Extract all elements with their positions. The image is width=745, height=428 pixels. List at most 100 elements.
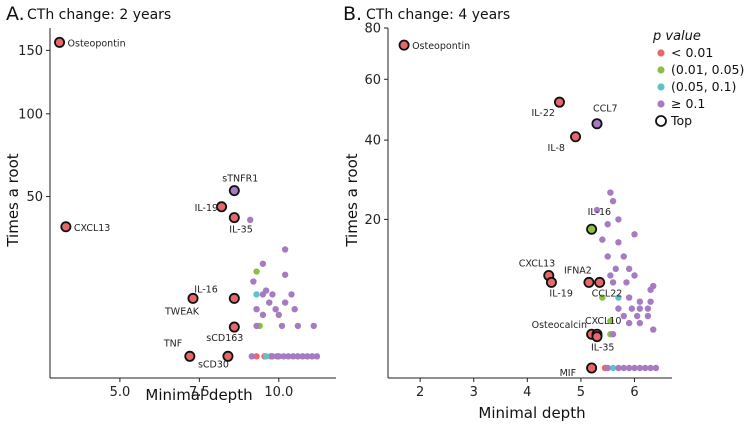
- data-point: [269, 291, 276, 298]
- data-point: [636, 319, 644, 327]
- data-point: [253, 353, 260, 360]
- top-point: [187, 292, 199, 304]
- data-point: [294, 353, 302, 360]
- point-label: IL-35: [591, 343, 614, 354]
- legend-label: (0.01, 0.05): [671, 62, 744, 77]
- data-point: [294, 322, 302, 330]
- data-point: [259, 260, 267, 267]
- data-point: [631, 272, 638, 279]
- data-point: [615, 364, 622, 372]
- data-point: [281, 271, 289, 278]
- top-point: [228, 292, 240, 304]
- point-label: Osteopontin: [68, 38, 126, 49]
- data-point: [644, 312, 652, 320]
- top-point: [594, 276, 606, 288]
- data-point: [644, 305, 652, 312]
- data-point: [253, 291, 260, 298]
- data-point: [609, 364, 617, 372]
- data-point: [604, 253, 611, 260]
- point-label: TWEAK: [164, 306, 200, 317]
- point-label: IL-19: [549, 288, 572, 299]
- data-point: [636, 298, 644, 305]
- x-tick-label: 6: [630, 385, 638, 400]
- data-point: [599, 236, 606, 243]
- top-point: [54, 36, 66, 48]
- point-label: IL-22: [531, 108, 554, 119]
- point-label: MIF: [560, 368, 576, 379]
- point-label: CCL22: [592, 288, 623, 299]
- data-point: [607, 189, 614, 196]
- data-point: [609, 197, 617, 205]
- legend: p value < 0.01 (0.01, 0.05) (0.05, 0.1) ≥ 0…: [652, 29, 744, 128]
- data-point: [247, 216, 254, 224]
- panel-a: A. CTh change: 2 years 5.0 7.5 10.0 50 100 15…: [4, 3, 336, 404]
- data-point: [280, 353, 287, 360]
- data-point: [625, 364, 633, 372]
- data-point: [289, 353, 297, 360]
- point-label: CXCL13: [519, 258, 555, 269]
- data-point: [625, 294, 633, 301]
- x-tick-label: 3: [470, 385, 478, 400]
- top-point: [184, 350, 196, 362]
- panel-b-y-label: Times a root: [343, 153, 361, 247]
- top-point: [216, 201, 228, 213]
- point-label: IL-8: [548, 143, 565, 154]
- x-tick-label: 7.5: [189, 385, 210, 400]
- data-point: [272, 305, 279, 313]
- x-tick-label: 4: [523, 385, 531, 400]
- panel-b-x-label: Minimal depth: [478, 404, 585, 422]
- point-label: sTNFR1: [222, 174, 258, 185]
- data-point: [253, 305, 260, 313]
- point-label: CXCL10: [585, 316, 621, 327]
- data-point: [299, 353, 306, 360]
- legend-items: < 0.01 (0.01, 0.05) (0.05, 0.1) ≥ 0.1 Top: [655, 45, 744, 128]
- panel-b-axes: 2 3 4 5 6 20 40 60 80: [364, 22, 672, 400]
- data-point: [262, 353, 270, 360]
- y-tick-label: 50: [26, 190, 43, 205]
- point-label: sCD163: [206, 333, 243, 344]
- data-point: [625, 265, 633, 273]
- top-point: [591, 331, 603, 343]
- top-point: [570, 131, 582, 143]
- legend-label: < 0.01: [671, 45, 713, 60]
- data-point: [288, 291, 295, 298]
- data-point: [259, 311, 267, 319]
- data-point: [248, 353, 255, 360]
- y-tick-label: 40: [364, 134, 381, 149]
- point-label: CCL7: [593, 104, 618, 115]
- legend-label: ≥ 0.1: [671, 96, 705, 111]
- top-point: [553, 96, 565, 108]
- top-point: [586, 362, 598, 374]
- data-point: [650, 326, 657, 333]
- data-point: [615, 216, 622, 223]
- point-label: IL-16: [588, 207, 611, 218]
- legend-marker: [657, 49, 665, 57]
- legend-title: p value: [652, 29, 701, 44]
- data-point: [604, 364, 611, 372]
- top-point: [222, 350, 234, 362]
- data-point: [308, 353, 316, 360]
- panel-b-letter: B.: [343, 3, 362, 25]
- data-point: [269, 353, 276, 360]
- data-point: [313, 353, 321, 360]
- point-label: TNF: [163, 338, 182, 349]
- data-point: [291, 305, 298, 313]
- data-point: [615, 239, 622, 246]
- data-point: [304, 353, 311, 360]
- legend-marker: [657, 66, 665, 74]
- data-point: [652, 364, 660, 372]
- data-point: [281, 246, 289, 253]
- point-label: IL-35: [229, 225, 252, 236]
- data-point: [609, 279, 617, 286]
- data-point: [620, 312, 627, 320]
- data-point: [593, 206, 601, 214]
- legend-marker: [655, 115, 667, 127]
- data-point: [253, 322, 260, 330]
- data-point: [636, 305, 644, 312]
- data-point: [642, 364, 649, 372]
- data-point: [278, 322, 286, 330]
- data-point: [633, 312, 641, 320]
- x-tick-label: 2: [416, 385, 424, 400]
- x-tick-label: 5: [577, 385, 585, 400]
- data-point: [647, 298, 654, 305]
